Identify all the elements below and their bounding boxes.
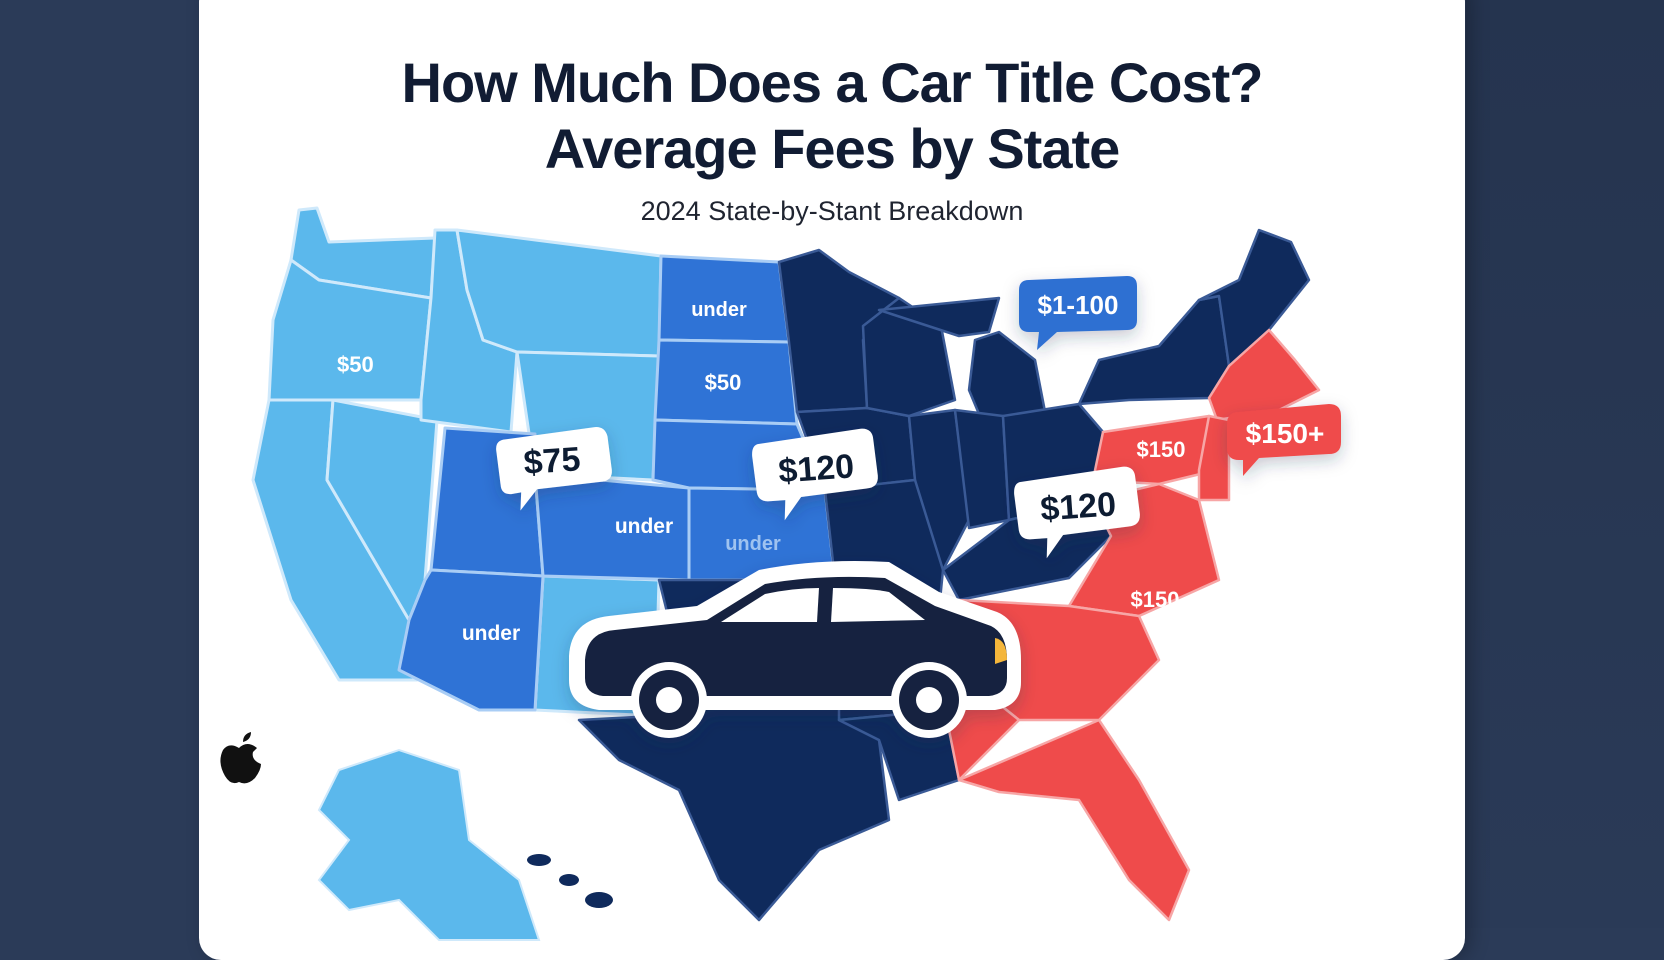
hawaii-islands	[527, 854, 613, 908]
car-icon	[569, 561, 1021, 738]
callout-midwest: $120	[1014, 466, 1140, 559]
car-window-rear	[831, 588, 925, 622]
car-wheel-front	[631, 662, 707, 738]
label-arizona: under	[462, 622, 520, 645]
state-montana	[455, 228, 663, 358]
state-new-england	[1207, 328, 1321, 422]
callout-plains-text: $120	[777, 447, 855, 490]
background-shadow	[1466, 0, 1664, 928]
callout-plains: $120	[752, 428, 878, 521]
apple-logo-icon	[220, 732, 261, 784]
label-colorado: under	[615, 515, 673, 538]
region-mid-blue	[397, 254, 837, 712]
callout-great-lakes: $1-100	[1019, 276, 1137, 350]
page-subtitle: 2024 State-by-Stant Breakdown	[640, 196, 1024, 226]
label-north-dakota: under	[691, 299, 747, 321]
label-south-dakota: $50	[705, 370, 742, 395]
state-maine-vt	[1197, 228, 1311, 368]
car-wheel-rear	[891, 662, 967, 738]
page-title-line1: How Much Does a Car Title Cost?	[401, 51, 1264, 114]
state-arizona	[397, 568, 545, 712]
region-west-light	[251, 206, 663, 718]
state-alaska	[317, 748, 541, 941]
infographic-card: How Much Does a Car Title Cost? Average …	[199, 0, 1465, 960]
car-window-front	[721, 588, 819, 622]
page-title-line2: Average Fees by State	[544, 117, 1121, 180]
label-kansas: under	[725, 533, 781, 555]
us-fee-map: $50 under $50 under under under $150 $15…	[220, 206, 1341, 941]
state-nj-md	[1197, 414, 1231, 502]
label-west: $50	[337, 352, 374, 377]
callout-great-lakes-text: $1-100	[1038, 290, 1119, 320]
car-headlight	[995, 638, 1007, 664]
callout-midwest-text: $120	[1039, 485, 1117, 528]
callout-mountain: $75	[496, 427, 612, 511]
callout-northeast: $150+	[1227, 404, 1341, 476]
region-labels: $50 under $50 under under under $150 $15…	[337, 299, 1185, 645]
state-florida	[957, 718, 1191, 922]
label-mid-atlantic: $150	[1137, 437, 1186, 462]
callout-mountain-text: $75	[522, 440, 581, 482]
callout-northeast-text: $150+	[1246, 418, 1325, 449]
label-carolinas: $150	[1131, 587, 1180, 612]
